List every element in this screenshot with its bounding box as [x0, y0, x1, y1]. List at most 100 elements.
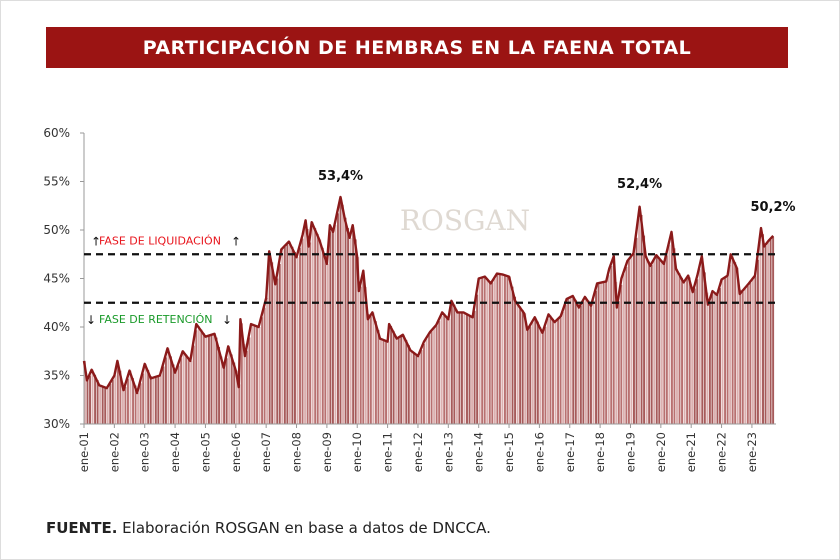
watermark-rosgan: ROSGAN: [400, 204, 530, 237]
data-bar: [364, 286, 367, 424]
data-bar: [104, 387, 107, 424]
data-bar: [559, 317, 562, 424]
data-bar: [248, 337, 251, 424]
data-bar: [352, 227, 355, 424]
y-tick-label: 50%: [43, 223, 70, 237]
data-bar: [415, 354, 418, 424]
x-tick-label: ene-08: [290, 432, 304, 472]
x-tick-label: ene-07: [259, 432, 273, 472]
data-bar: [691, 286, 694, 424]
data-bar: [385, 340, 387, 424]
data-bar: [253, 325, 256, 424]
x-tick-label: ene-14: [472, 432, 486, 472]
data-bar: [266, 297, 269, 424]
data-bar: [238, 384, 241, 424]
data-bar: [633, 253, 635, 424]
x-tick-label: ene-23: [745, 432, 759, 472]
data-bar: [491, 282, 494, 424]
data-bar: [541, 331, 544, 424]
data-bar: [377, 329, 380, 424]
data-bar: [521, 309, 524, 424]
data-bar: [417, 356, 420, 424]
data-bar: [124, 386, 127, 424]
data-bar: [478, 278, 481, 424]
data-bar: [569, 297, 572, 424]
data-bar: [751, 279, 754, 424]
data-bar: [137, 392, 140, 424]
data-bar: [503, 274, 506, 424]
data-bar: [676, 268, 678, 424]
data-bar: [190, 360, 193, 424]
data-bar: [299, 247, 301, 424]
data-bar: [349, 237, 352, 424]
data-bar: [617, 301, 620, 424]
data-bar: [159, 375, 162, 424]
data-bar: [450, 303, 453, 424]
data-bar: [271, 262, 274, 424]
data-bar: [144, 363, 147, 424]
data-bar: [235, 370, 238, 424]
data-bar: [536, 321, 539, 424]
data-bar: [276, 278, 279, 424]
data-bar: [650, 265, 653, 424]
data-bar: [660, 260, 663, 424]
data-bar: [433, 328, 436, 424]
data-bar: [225, 358, 228, 424]
data-bar: [314, 228, 317, 424]
data-bar: [339, 201, 342, 424]
data-bar: [615, 281, 618, 424]
peak-annotation: 53,4%: [318, 169, 363, 184]
data-bar: [590, 304, 592, 424]
data-bar: [89, 375, 91, 424]
data-bar: [686, 278, 689, 424]
data-bar: [213, 334, 215, 424]
data-bar: [218, 346, 221, 424]
data-bar: [230, 354, 233, 424]
x-tick-label: ene-03: [138, 432, 152, 472]
data-bar: [286, 244, 289, 424]
data-bar: [468, 315, 471, 424]
data-bar: [605, 281, 608, 424]
data-bar: [337, 213, 339, 424]
data-bar: [157, 376, 160, 424]
data-bar: [334, 224, 337, 424]
data-bar: [283, 246, 286, 424]
y-tick-label: 60%: [43, 126, 70, 140]
data-bar: [625, 266, 628, 424]
data-bar: [595, 290, 597, 424]
data-bar: [220, 356, 223, 424]
data-bar: [483, 276, 486, 424]
data-bar: [109, 383, 112, 424]
data-bar: [587, 300, 590, 424]
data-bar: [739, 289, 742, 424]
y-tick-label: 30%: [43, 417, 70, 431]
data-bar: [397, 337, 400, 424]
data-bar: [240, 323, 243, 424]
data-bar: [319, 239, 322, 424]
data-bar: [149, 375, 152, 424]
data-bar: [428, 335, 431, 424]
data-bar: [711, 294, 714, 424]
data-bar: [759, 239, 762, 424]
data-bar: [762, 234, 764, 424]
data-bar: [579, 305, 582, 424]
data-bar: [331, 229, 334, 424]
data-bar: [681, 277, 684, 424]
data-bar: [602, 282, 605, 424]
data-bar: [438, 320, 441, 424]
data-bar: [347, 228, 350, 424]
data-bar: [506, 275, 509, 424]
data-bar: [473, 310, 476, 424]
data-bar: [132, 378, 134, 424]
data-bar: [453, 304, 456, 424]
data-bar: [713, 292, 716, 424]
x-tick-label: ene-10: [350, 432, 364, 472]
data-bar: [400, 336, 403, 424]
data-bar: [582, 301, 585, 424]
data-bar: [460, 312, 463, 424]
data-bar: [455, 309, 458, 424]
data-bar: [693, 288, 696, 424]
data-bar: [116, 363, 119, 424]
data-bar: [600, 282, 603, 424]
data-bar: [572, 296, 575, 424]
